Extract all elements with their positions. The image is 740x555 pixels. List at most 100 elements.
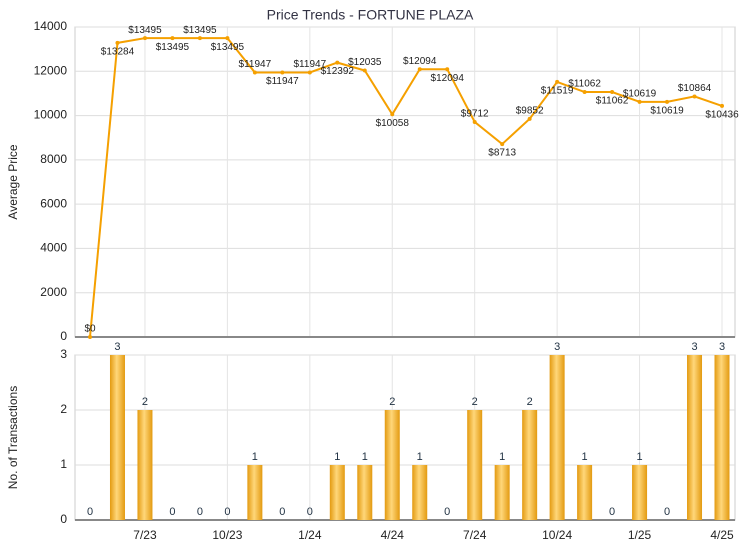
value-label: 0 <box>609 506 615 518</box>
value-label: $10864 <box>678 83 712 94</box>
point <box>720 103 724 108</box>
bar <box>357 465 373 520</box>
point <box>445 67 450 72</box>
value-label: $12392 <box>321 66 355 77</box>
value-label: $12035 <box>348 57 382 68</box>
bar <box>577 465 593 520</box>
point <box>197 36 202 41</box>
bar <box>714 355 730 520</box>
x-tick-label: 7/24 <box>463 528 487 542</box>
point <box>170 36 175 41</box>
point <box>252 70 257 75</box>
y-tick-label: 14000 <box>34 19 68 33</box>
value-label: $10058 <box>376 118 410 129</box>
y-tick-label: 10000 <box>34 108 68 122</box>
value-label: 3 <box>691 341 697 353</box>
bar <box>137 410 153 520</box>
x-tick-label: 1/24 <box>298 528 322 542</box>
point <box>417 67 422 72</box>
chart-title: Price Trends - FORTUNE PLAZA <box>267 7 474 23</box>
x-tick-label: 10/23 <box>212 528 242 542</box>
point <box>665 99 670 104</box>
value-label: 3 <box>719 341 725 353</box>
value-label: 2 <box>527 396 533 408</box>
y-tick-label: 2 <box>60 402 67 416</box>
value-label: $13284 <box>101 46 135 57</box>
value-label: 0 <box>444 506 450 518</box>
x-tick-label: 4/25 <box>710 528 734 542</box>
bar <box>467 410 483 520</box>
point <box>307 70 312 75</box>
bar <box>412 465 428 520</box>
point <box>225 36 230 41</box>
bar <box>632 465 648 520</box>
point <box>527 116 532 121</box>
value-label: $11947 <box>294 59 327 70</box>
value-label: 1 <box>417 451 423 463</box>
point <box>555 79 560 84</box>
point <box>88 335 92 339</box>
value-label: 1 <box>252 451 258 463</box>
y-tick-label: 0 <box>60 329 67 343</box>
value-label: 0 <box>224 506 230 518</box>
x-tick-label: 1/25 <box>628 528 652 542</box>
value-label: 2 <box>142 396 148 408</box>
point <box>692 94 697 99</box>
point <box>362 68 367 73</box>
y-tick-label: 1 <box>60 457 67 471</box>
value-label: $12094 <box>431 73 465 84</box>
point <box>582 90 587 95</box>
bar <box>384 410 400 520</box>
value-label: $11519 <box>541 86 574 97</box>
value-label: $11062 <box>596 96 629 107</box>
value-label: $11947 <box>266 76 299 87</box>
y-tick-label: 3 <box>60 347 67 361</box>
y-axis-label: No. of Transactions <box>6 386 20 489</box>
bar <box>247 465 263 520</box>
value-label: $13495 <box>211 42 245 53</box>
value-label: $13495 <box>183 25 217 36</box>
plot-area <box>74 26 736 338</box>
value-label: 1 <box>637 451 643 463</box>
value-label: 1 <box>334 451 340 463</box>
x-tick-label: 10/24 <box>542 528 572 542</box>
bar <box>522 410 538 520</box>
x-tick-label: 7/23 <box>133 528 157 542</box>
value-label: $0 <box>84 324 96 335</box>
bar <box>329 465 345 520</box>
point <box>335 60 340 65</box>
point <box>637 99 642 104</box>
value-label: 0 <box>87 506 93 518</box>
value-label: $13495 <box>128 25 162 36</box>
line <box>89 37 723 338</box>
y-tick-label: 12000 <box>34 63 68 77</box>
value-label: 3 <box>554 341 560 353</box>
bar <box>687 355 703 520</box>
value-label: $11062 <box>568 79 601 90</box>
value-label: 0 <box>307 506 313 518</box>
value-label: 2 <box>472 396 478 408</box>
value-label: 1 <box>582 451 588 463</box>
point <box>472 119 477 124</box>
value-label: 0 <box>279 506 285 518</box>
point <box>390 112 395 117</box>
value-label: $10619 <box>650 106 684 117</box>
value-label: $9712 <box>461 109 489 120</box>
value-label: $12094 <box>403 56 437 67</box>
value-label: 0 <box>664 506 670 518</box>
y-tick-label: 8000 <box>40 152 67 166</box>
value-label: 2 <box>389 396 395 408</box>
y-tick-label: 6000 <box>40 196 67 210</box>
value-label: 1 <box>362 451 368 463</box>
point <box>142 36 147 41</box>
x-tick-label: 4/24 <box>381 528 405 542</box>
point <box>500 142 505 147</box>
value-label: 1 <box>499 451 505 463</box>
value-label: $10436 <box>705 110 739 121</box>
y-axis-label: Average Price <box>6 144 20 219</box>
value-label: 3 <box>114 341 120 353</box>
point <box>610 90 615 95</box>
y-tick-label: 2000 <box>40 285 67 299</box>
bar <box>494 465 510 520</box>
